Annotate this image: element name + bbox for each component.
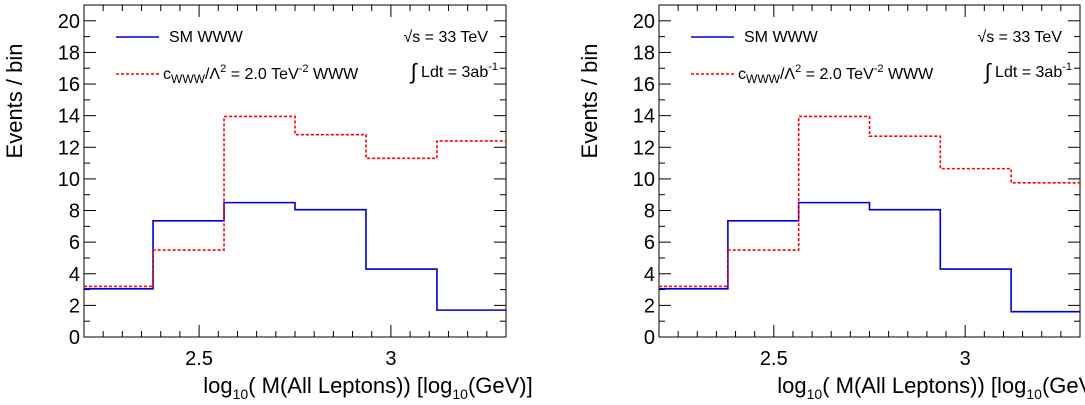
y-tick-label: 10 bbox=[58, 169, 80, 191]
y-axis-title: Events / bin bbox=[2, 44, 27, 159]
legend-cwww-label: cWWW/Λ2 = 2.0 TeV-2 WWW bbox=[163, 63, 359, 86]
x-axis-title: log10( M(All Leptons)) [log10(GeV)] bbox=[777, 373, 1085, 402]
x-tick-label: 2.5 bbox=[185, 348, 213, 370]
annotation-sqrt-s: √s = 33 TeV bbox=[977, 29, 1062, 46]
annotation-luminosity: ∫ Ldt = 3ab-1 bbox=[983, 59, 1072, 84]
plot-frame bbox=[658, 4, 1081, 338]
x-axis-title: log10( M(All Leptons)) [log10(GeV)] bbox=[203, 373, 533, 402]
legend-sm-www-label: SM WWW bbox=[744, 29, 819, 46]
y-tick-label: 16 bbox=[58, 74, 80, 96]
y-tick-label: 6 bbox=[644, 232, 655, 254]
y-tick-label: 10 bbox=[633, 169, 655, 191]
chart-panel-left: 0 2 4 6 8 10 12 14 16 18 20 2.5 3 SM WWW cWWW/Λ2 = 2.0… bbox=[0, 0, 540, 405]
x-tick-label: 3 bbox=[385, 348, 396, 370]
y-tick-label: 0 bbox=[644, 327, 655, 349]
legend-sm-www-label: SM WWW bbox=[169, 29, 244, 46]
legend-cwww-label: cWWW/Λ2 = 2.0 TeV-2 WWW bbox=[738, 63, 934, 86]
series-cwww-line bbox=[84, 115, 506, 288]
y-axis-title: Events / bin bbox=[577, 44, 602, 159]
annotation-luminosity: ∫ Ldt = 3ab-1 bbox=[409, 59, 498, 84]
chart-panel-right: 0 2 4 6 8 10 12 14 16 18 20 2.5 3 SM WWW cWWW/Λ2 = 2.0… bbox=[575, 0, 1085, 405]
y-tick-label: 2 bbox=[644, 295, 655, 317]
y-tick-label: 14 bbox=[633, 106, 655, 128]
chart-right-svg: 0 2 4 6 8 10 12 14 16 18 20 2.5 3 SM WWW cWWW/Λ2 = 2.0… bbox=[577, 4, 1085, 402]
plot-frame bbox=[83, 4, 507, 338]
y-tick-label: 8 bbox=[69, 201, 80, 223]
y-tick-label: 8 bbox=[644, 201, 655, 223]
x-tick-label: 2.5 bbox=[760, 348, 788, 370]
y-tick-label: 16 bbox=[633, 74, 655, 96]
y-tick-label: 20 bbox=[58, 11, 80, 33]
y-tick-label: 0 bbox=[69, 327, 80, 349]
y-tick-label: 12 bbox=[58, 137, 80, 159]
y-tick-label: 2 bbox=[69, 295, 80, 317]
y-tick-label: 4 bbox=[644, 264, 655, 286]
y-tick-label: 4 bbox=[69, 264, 80, 286]
series-sm-www-line bbox=[84, 201, 506, 311]
x-tick-label: 3 bbox=[960, 348, 971, 370]
annotation-sqrt-s: √s = 33 TeV bbox=[403, 29, 488, 46]
series-sm-www-line bbox=[659, 201, 1080, 313]
y-tick-label: 18 bbox=[58, 42, 80, 64]
series-cwww-line bbox=[659, 115, 1080, 288]
y-tick-label: 12 bbox=[633, 137, 655, 159]
y-tick-label: 20 bbox=[633, 11, 655, 33]
chart-left-svg: 0 2 4 6 8 10 12 14 16 18 20 2.5 3 SM WWW cWWW/Λ2 = 2.0… bbox=[2, 4, 533, 402]
y-tick-label: 6 bbox=[69, 232, 80, 254]
y-tick-label: 14 bbox=[58, 106, 80, 128]
y-tick-label: 18 bbox=[633, 42, 655, 64]
